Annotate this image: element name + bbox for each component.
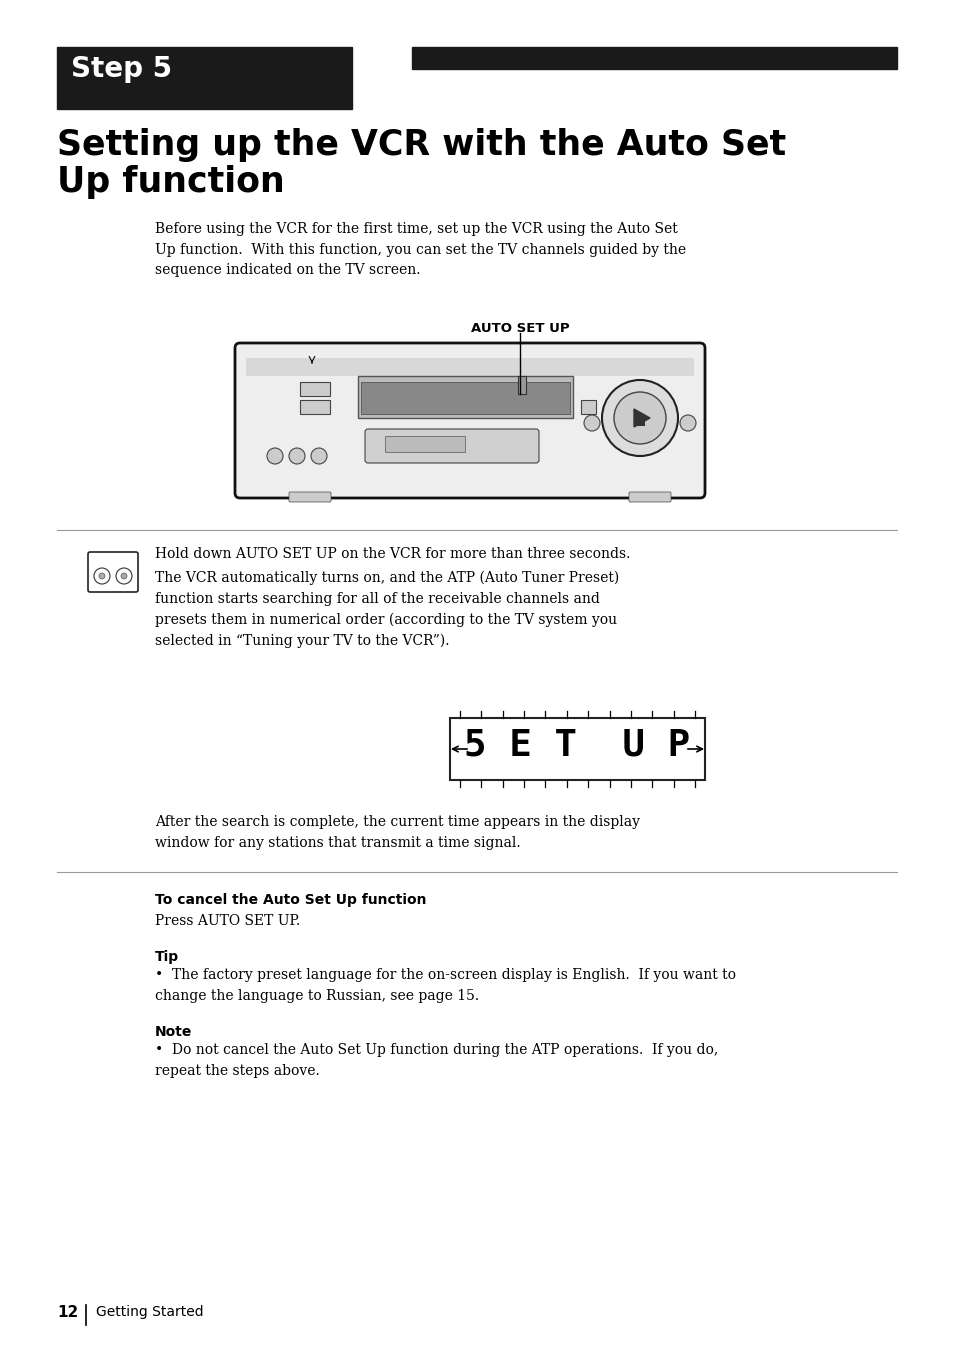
Bar [360, 382, 569, 415]
Text: Getting Started: Getting Started [96, 1305, 203, 1318]
FancyBboxPatch shape [628, 492, 670, 501]
Text: After the search is complete, the current time appears in the display
window for: After the search is complete, the curren… [154, 814, 639, 850]
FancyBboxPatch shape [289, 492, 331, 501]
Circle shape [116, 568, 132, 584]
Text: Up function: Up function [57, 165, 284, 199]
Text: Before using the VCR for the first time, set up the VCR using the Auto Set
Up fu: Before using the VCR for the first time,… [154, 222, 685, 278]
Text: To cancel the Auto Set Up function: To cancel the Auto Set Up function [154, 893, 426, 906]
Text: Hold down AUTO SET UP on the VCR for more than three seconds.: Hold down AUTO SET UP on the VCR for mor… [154, 547, 630, 561]
Text: Step 5: Step 5 [71, 56, 172, 83]
FancyBboxPatch shape [88, 551, 138, 592]
Text: Press AUTO SET UP.: Press AUTO SET UP. [154, 915, 300, 928]
Circle shape [311, 449, 327, 463]
Circle shape [614, 392, 665, 444]
Bar [635, 416, 644, 425]
Circle shape [289, 449, 305, 463]
Bar [450, 718, 704, 780]
Text: Tip: Tip [154, 950, 179, 963]
Circle shape [679, 415, 696, 431]
Text: Setting up the VCR with the Auto Set: Setting up the VCR with the Auto Set [57, 127, 785, 163]
Text: •  Do not cancel the Auto Set Up function during the ATP operations.  If you do,: • Do not cancel the Auto Set Up function… [154, 1043, 718, 1077]
Circle shape [583, 415, 599, 431]
Circle shape [601, 379, 678, 457]
Text: 5 E T  U P: 5 E T U P [463, 728, 689, 764]
Circle shape [94, 568, 110, 584]
Text: •  The factory preset language for the on-screen display is English.  If you wan: • The factory preset language for the on… [154, 967, 735, 1003]
Bar [412, 47, 896, 69]
Bar [385, 436, 464, 453]
Text: 12: 12 [57, 1305, 78, 1320]
Circle shape [99, 573, 105, 579]
Text: The VCR automatically turns on, and the ATP (Auto Tuner Preset)
function starts : The VCR automatically turns on, and the … [154, 570, 618, 649]
Circle shape [121, 573, 127, 579]
Text: Note: Note [154, 1024, 193, 1039]
FancyBboxPatch shape [365, 430, 538, 463]
Text: AUTO SET UP: AUTO SET UP [470, 322, 569, 335]
Bar [246, 358, 693, 375]
Bar [299, 382, 330, 396]
Bar [57, 47, 352, 108]
Bar [580, 400, 596, 415]
Bar [299, 400, 330, 415]
FancyBboxPatch shape [234, 343, 704, 499]
Bar [517, 375, 525, 394]
Circle shape [267, 449, 283, 463]
Polygon shape [634, 409, 649, 427]
Bar [100, 585, 126, 589]
Bar [357, 375, 573, 417]
